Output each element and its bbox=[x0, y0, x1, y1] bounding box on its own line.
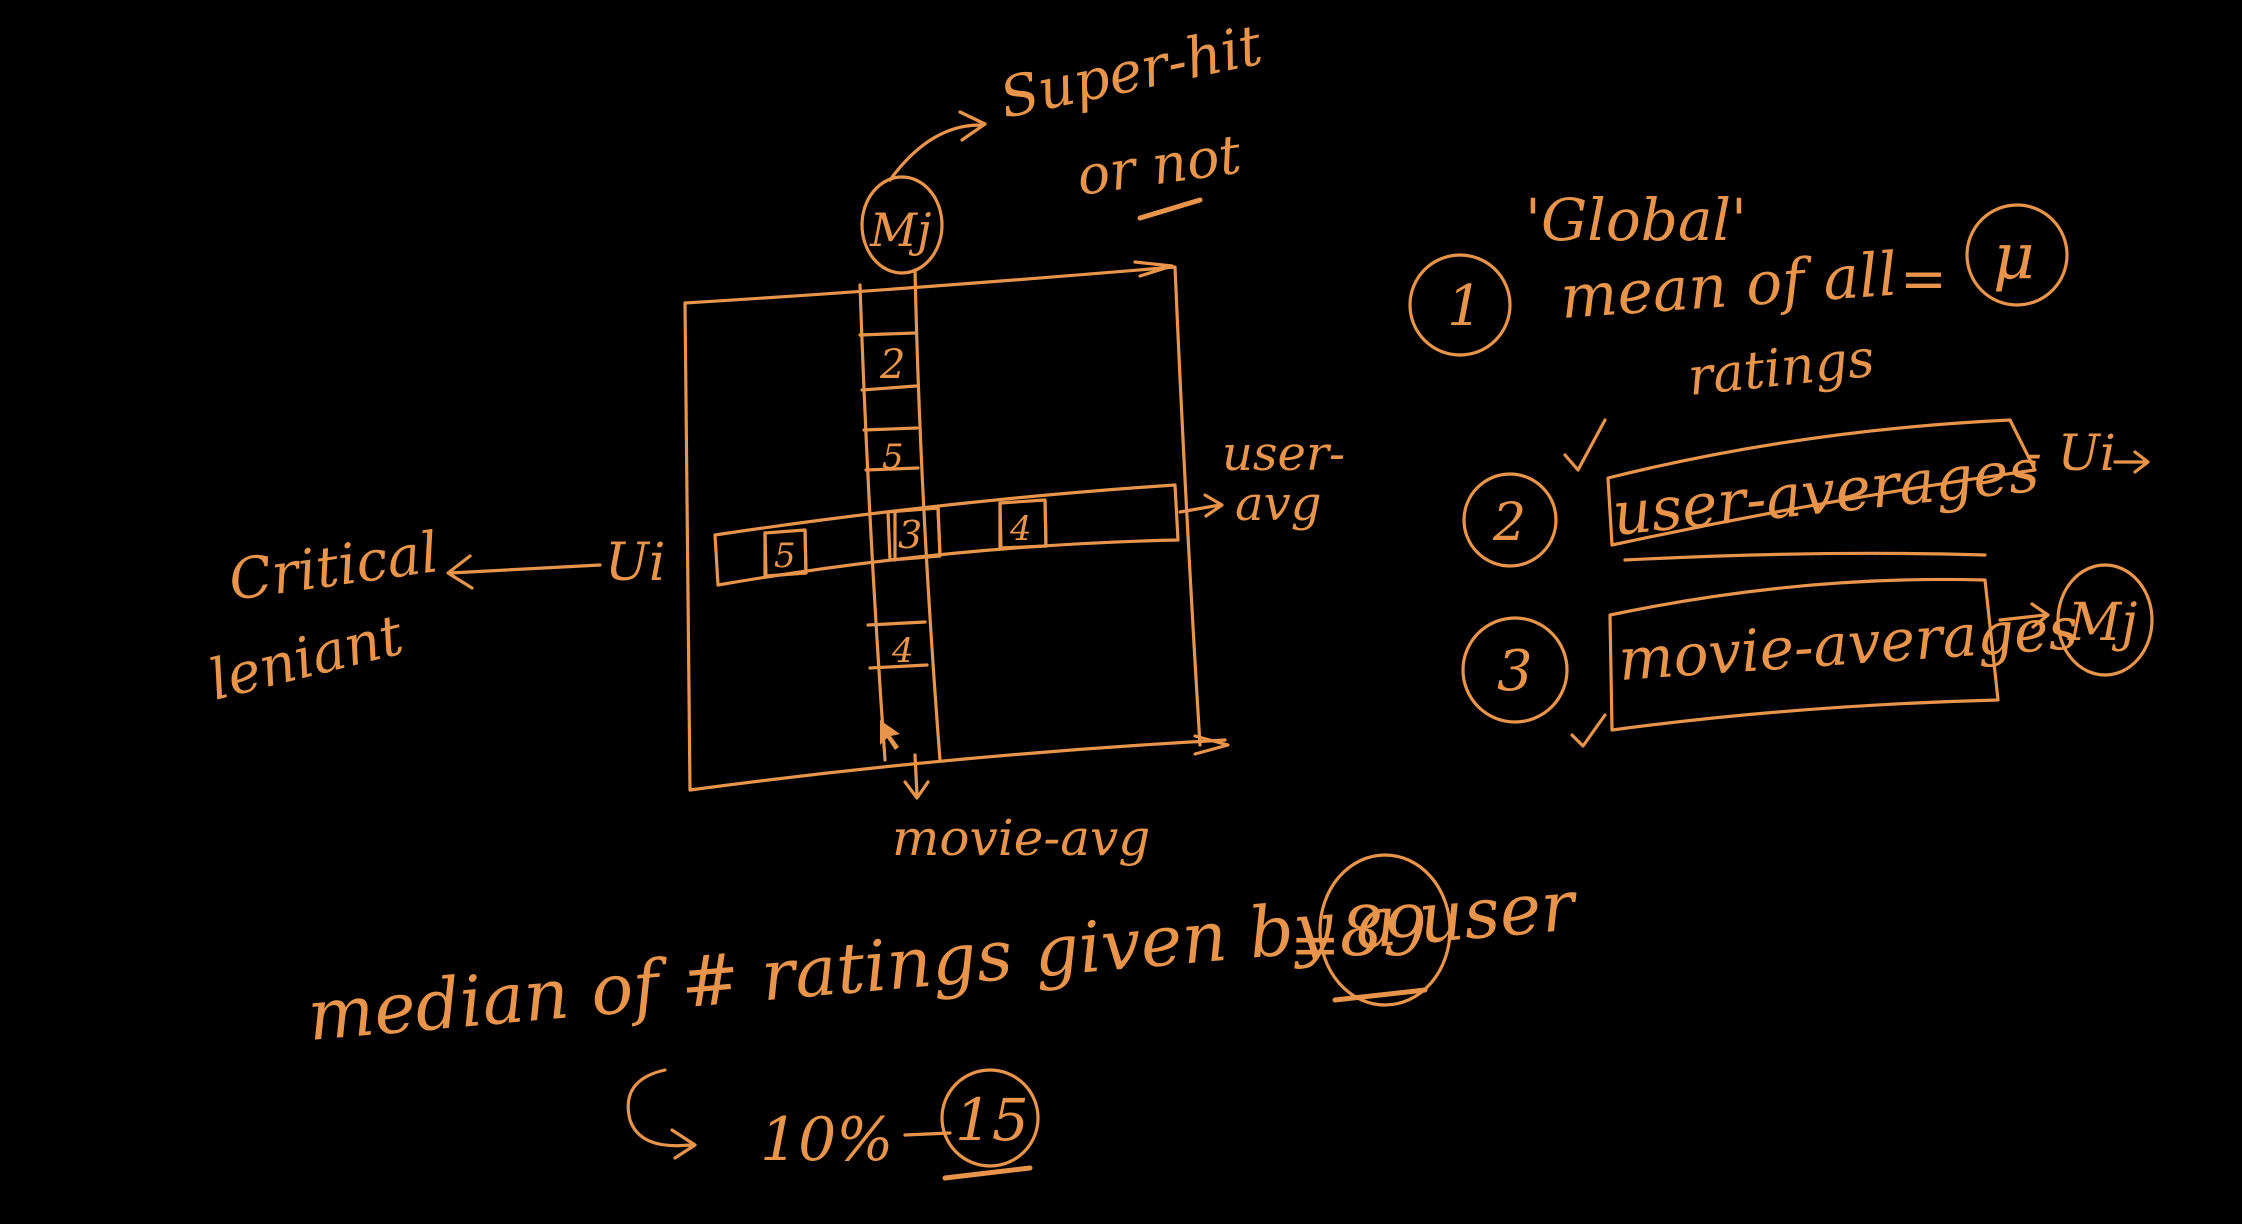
item1-text2: ratings bbox=[1685, 329, 1877, 408]
item2-box bbox=[1606, 418, 2037, 547]
item1-number: 1 bbox=[1447, 274, 1483, 339]
item2-checkmark bbox=[1563, 418, 1607, 472]
movie-avg-arrow bbox=[903, 753, 930, 800]
global-list: 'Global' 1 mean of all ratings = μ 2 use… bbox=[1408, 186, 2154, 748]
user-note: Critical leniant bbox=[203, 520, 443, 713]
ratings-matrix: 2 5 4 5 4 3 Mj movie-avg user- avg Ui bbox=[446, 175, 1345, 867]
user-avg-arrow bbox=[1178, 493, 1224, 518]
item3-box bbox=[1608, 577, 2000, 732]
row-cell-value: 5 bbox=[774, 536, 796, 576]
movie-note: Super-hit or not bbox=[888, 13, 1268, 221]
item1-number-circle bbox=[1408, 253, 1512, 357]
movie-avg-label: movie-avg bbox=[892, 809, 1150, 867]
matrix-bottom-arrow bbox=[1193, 734, 1230, 756]
center-cell-box bbox=[886, 506, 942, 562]
row-cell-value: 4 bbox=[1009, 509, 1032, 549]
item3-mj: Mj bbox=[2067, 593, 2137, 653]
value-89-circle bbox=[1318, 853, 1452, 1007]
global-title: 'Global' bbox=[1525, 186, 1747, 254]
ui-arrow bbox=[446, 554, 602, 590]
item2-number-circle bbox=[1462, 472, 1558, 568]
movie-note-line2: or not bbox=[1073, 123, 1245, 208]
percent-text: 10% bbox=[760, 1105, 893, 1175]
row-cell-box-4 bbox=[998, 498, 1048, 550]
item2-number: 2 bbox=[1492, 493, 1526, 553]
row-label-ui: Ui bbox=[605, 533, 665, 593]
column-cell-value: 2 bbox=[879, 342, 905, 388]
value-underline bbox=[1332, 987, 1428, 1003]
row-strip bbox=[713, 483, 1180, 587]
user-avg-label-2: avg bbox=[1235, 476, 1321, 532]
item1-equals: = bbox=[1900, 247, 1947, 312]
item3-number-circle bbox=[1461, 616, 1569, 724]
percent-arrow bbox=[903, 1131, 952, 1137]
item3-text: movie-averages bbox=[1616, 594, 2080, 694]
item2-text: user-averages bbox=[1609, 436, 2042, 550]
result-value: 15 bbox=[955, 1086, 1029, 1154]
median-value: 89 bbox=[1340, 893, 1427, 972]
item1-mu: μ bbox=[1993, 220, 2035, 294]
result-underline bbox=[942, 1165, 1033, 1181]
movie-note-underline bbox=[1137, 197, 1203, 221]
center-cell-value: 3 bbox=[898, 513, 922, 557]
column-cell-borders bbox=[858, 331, 929, 670]
result-circle bbox=[940, 1068, 1040, 1168]
movie-note-arrow bbox=[888, 110, 987, 182]
user-note-line1: Critical bbox=[225, 520, 443, 614]
item2-arrow-text: - Ui bbox=[2025, 424, 2116, 482]
matrix-top-arrow bbox=[1133, 260, 1174, 278]
median-equals: = bbox=[1290, 910, 1340, 980]
pointer-icon bbox=[880, 720, 900, 750]
user-note-line2: leniant bbox=[203, 603, 410, 714]
mj-circle bbox=[860, 175, 944, 275]
item3-checkmark bbox=[1570, 713, 1607, 748]
column-cell-value: 4 bbox=[891, 631, 914, 671]
column-cell-value: 5 bbox=[882, 437, 904, 477]
item2-underline bbox=[1623, 551, 1987, 562]
item3-number: 3 bbox=[1497, 639, 1533, 704]
user-avg-label-1: user- bbox=[1222, 426, 1345, 482]
movie-note-line1: Super-hit bbox=[994, 13, 1268, 132]
item3-arrow bbox=[1998, 602, 2050, 629]
row-cell-box-5 bbox=[763, 528, 808, 578]
item2-arrow bbox=[2113, 450, 2150, 474]
mu-circle bbox=[1965, 203, 2069, 307]
median-note: median of # ratings given by a user = 89… bbox=[304, 853, 1581, 1181]
hook-arrow bbox=[626, 1068, 697, 1160]
column-label-mj: Mj bbox=[869, 203, 931, 257]
mj-circle-2 bbox=[2056, 563, 2154, 677]
